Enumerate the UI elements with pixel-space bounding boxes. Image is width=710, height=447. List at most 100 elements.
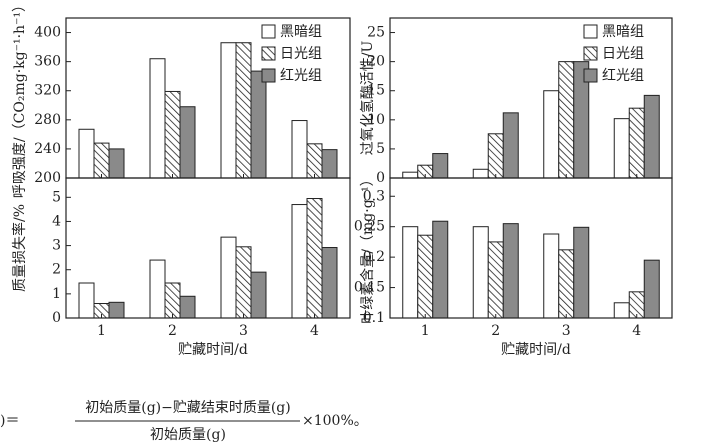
bar xyxy=(179,106,196,179)
bar xyxy=(306,143,323,179)
y-tick-label: 200 xyxy=(34,170,61,186)
y-tick-label: 0.25 xyxy=(354,219,385,235)
legend-swatch xyxy=(261,46,276,61)
legend-label: 红光组 xyxy=(602,68,644,84)
y-tick-label: 5 xyxy=(376,141,385,157)
bar xyxy=(291,204,308,319)
x-tick-label: 2 xyxy=(491,323,500,339)
y-tick-label: 2 xyxy=(52,262,61,278)
legend-label: 黑暗组 xyxy=(602,24,644,40)
bar xyxy=(291,120,308,179)
y-tick-label: 0 xyxy=(376,170,385,186)
x-tick-label: 4 xyxy=(632,323,641,339)
bar xyxy=(613,118,630,179)
bar xyxy=(432,153,449,179)
bar xyxy=(235,42,252,179)
bar xyxy=(417,234,434,319)
plot-frame xyxy=(389,177,673,319)
x-axis-label: 贮藏时间/d xyxy=(501,342,571,358)
bar xyxy=(108,148,125,179)
legend-swatch xyxy=(583,24,598,39)
bar xyxy=(558,249,575,319)
bar xyxy=(149,259,166,319)
bar xyxy=(321,149,338,179)
legend-label: 黑暗组 xyxy=(280,24,322,40)
bar xyxy=(220,236,237,319)
bar xyxy=(220,42,237,179)
y-tick-label: 0.15 xyxy=(354,280,385,296)
x-tick-label: 2 xyxy=(168,323,177,339)
y-tick-label: 360 xyxy=(34,54,61,70)
bar xyxy=(543,90,560,179)
bar xyxy=(543,233,560,319)
y-tick-label: 0.2 xyxy=(363,249,385,265)
y-tick-label: 20 xyxy=(367,54,385,70)
y-tick-label: 15 xyxy=(367,83,385,99)
bar xyxy=(558,61,575,179)
bar xyxy=(502,112,519,179)
legend-label: 红光组 xyxy=(280,68,322,84)
bar xyxy=(643,94,660,179)
x-tick-label: 4 xyxy=(310,323,319,339)
bar xyxy=(487,133,504,179)
bar xyxy=(613,302,630,319)
footnote-numerator: 初始质量(g)−贮藏结束时质量(g) xyxy=(85,399,291,416)
y-axis-label: 质量损失率/% xyxy=(11,204,28,292)
y-tick-label: 0 xyxy=(52,310,61,326)
x-tick-label: 3 xyxy=(562,323,571,339)
bar xyxy=(250,70,267,179)
legend-swatch xyxy=(261,68,276,83)
bar xyxy=(432,220,449,319)
bar xyxy=(628,107,645,179)
footnote-suffix: ×100%。 xyxy=(302,413,368,429)
legend-label: 日光组 xyxy=(602,46,644,62)
bar xyxy=(93,142,110,179)
y-axis-label: 叶绿素含量/（mg·g⁻¹） xyxy=(360,172,376,323)
x-tick-label: 3 xyxy=(239,323,248,339)
plot-frame xyxy=(65,177,351,319)
bar xyxy=(164,282,181,319)
x-axis-label: 贮藏时间/d xyxy=(178,342,248,358)
y-tick-label: 10 xyxy=(367,112,385,128)
y-tick-label: 25 xyxy=(367,25,385,41)
legend-swatch xyxy=(261,24,276,39)
y-tick-label: 240 xyxy=(34,141,61,157)
x-tick-label: 1 xyxy=(97,323,106,339)
y-tick-label: 5 xyxy=(52,189,61,205)
y-tick-label: 3 xyxy=(52,238,61,254)
y-axis-label: 呼吸强度/（CO₂mg·kg⁻¹·h⁻¹） xyxy=(12,0,28,198)
bar xyxy=(149,58,166,179)
bar xyxy=(402,171,419,179)
bar xyxy=(78,282,95,319)
bar xyxy=(402,226,419,319)
bar xyxy=(164,90,181,179)
y-tick-label: 280 xyxy=(34,112,61,128)
bar xyxy=(108,301,125,319)
bar xyxy=(487,241,504,319)
y-tick-label: 400 xyxy=(34,25,61,41)
bar xyxy=(179,295,196,319)
bar xyxy=(306,198,323,319)
bar xyxy=(472,226,489,319)
footnote-prefix: )＝ xyxy=(0,413,19,429)
bar xyxy=(250,271,267,319)
y-tick-label: 1 xyxy=(52,286,61,302)
y-tick-label: 4 xyxy=(52,213,61,229)
x-tick-label: 1 xyxy=(421,323,430,339)
bar xyxy=(472,168,489,179)
bar xyxy=(573,226,590,319)
y-axis-label: 过氧化氢酶活性/U xyxy=(360,41,376,156)
y-tick-label: 0.3 xyxy=(363,188,385,204)
bar xyxy=(78,128,95,179)
bar xyxy=(235,246,252,319)
bar xyxy=(643,259,660,319)
bar xyxy=(502,223,519,319)
bar xyxy=(321,247,338,319)
legend-swatch xyxy=(583,46,598,61)
y-tick-label: 0.1 xyxy=(363,310,385,326)
legend-swatch xyxy=(583,68,598,83)
y-tick-label: 320 xyxy=(34,83,61,99)
footnote-denominator: 初始质量(g) xyxy=(150,426,226,443)
legend-label: 日光组 xyxy=(280,46,322,62)
